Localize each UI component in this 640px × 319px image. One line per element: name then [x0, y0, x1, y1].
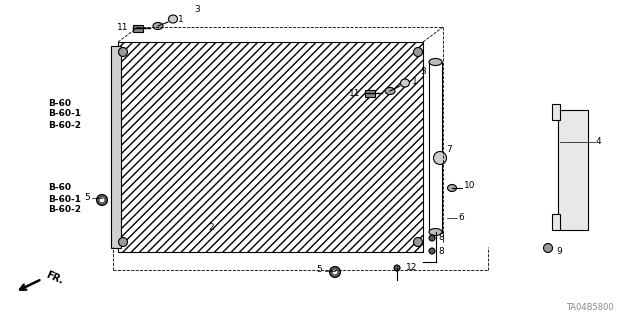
Ellipse shape	[429, 248, 435, 254]
Text: 9: 9	[556, 248, 562, 256]
Ellipse shape	[429, 228, 442, 235]
Bar	[365, 90, 375, 97]
Ellipse shape	[429, 235, 435, 241]
Text: 12: 12	[406, 263, 417, 271]
Text: 4: 4	[596, 137, 602, 146]
Text: 1: 1	[412, 78, 418, 86]
Text: B-60: B-60	[48, 183, 71, 192]
Ellipse shape	[97, 195, 108, 205]
Text: FR.: FR.	[44, 270, 65, 286]
Bar	[429, 62, 442, 232]
Text: 11: 11	[116, 24, 128, 33]
Ellipse shape	[433, 152, 447, 165]
Text: 5: 5	[316, 265, 322, 275]
Text: 5: 5	[84, 192, 90, 202]
Text: 8: 8	[438, 247, 444, 256]
Ellipse shape	[447, 184, 456, 191]
Text: 7: 7	[446, 145, 452, 154]
Text: TA04B5800: TA04B5800	[566, 303, 614, 313]
Ellipse shape	[118, 238, 127, 247]
Bar	[552, 214, 560, 230]
Ellipse shape	[168, 15, 177, 23]
Text: B-60: B-60	[48, 99, 71, 108]
Ellipse shape	[401, 79, 410, 87]
Text: B-60-2: B-60-2	[48, 205, 81, 214]
Bar	[558, 110, 588, 230]
Text: 3: 3	[420, 68, 426, 77]
Text: B-60-1: B-60-1	[48, 109, 81, 118]
Ellipse shape	[333, 270, 337, 274]
Polygon shape	[118, 42, 423, 252]
Ellipse shape	[153, 23, 163, 29]
Text: B-60-2: B-60-2	[48, 121, 81, 130]
Ellipse shape	[385, 87, 395, 94]
Text: 2: 2	[208, 224, 214, 233]
Ellipse shape	[413, 238, 422, 247]
Ellipse shape	[413, 48, 422, 56]
Text: 8: 8	[438, 234, 444, 242]
Bar	[111, 46, 121, 248]
Text: 1: 1	[178, 14, 184, 24]
Text: 10: 10	[464, 182, 476, 190]
Text: B-60-1: B-60-1	[48, 195, 81, 204]
Ellipse shape	[429, 58, 442, 65]
Ellipse shape	[330, 266, 340, 278]
Ellipse shape	[394, 265, 400, 271]
Text: 3: 3	[194, 5, 200, 14]
Text: 6: 6	[458, 213, 464, 222]
Ellipse shape	[543, 243, 552, 253]
Bar	[552, 104, 560, 120]
Ellipse shape	[118, 48, 127, 56]
Ellipse shape	[100, 198, 104, 202]
Bar	[133, 25, 143, 32]
Text: 11: 11	[349, 88, 360, 98]
